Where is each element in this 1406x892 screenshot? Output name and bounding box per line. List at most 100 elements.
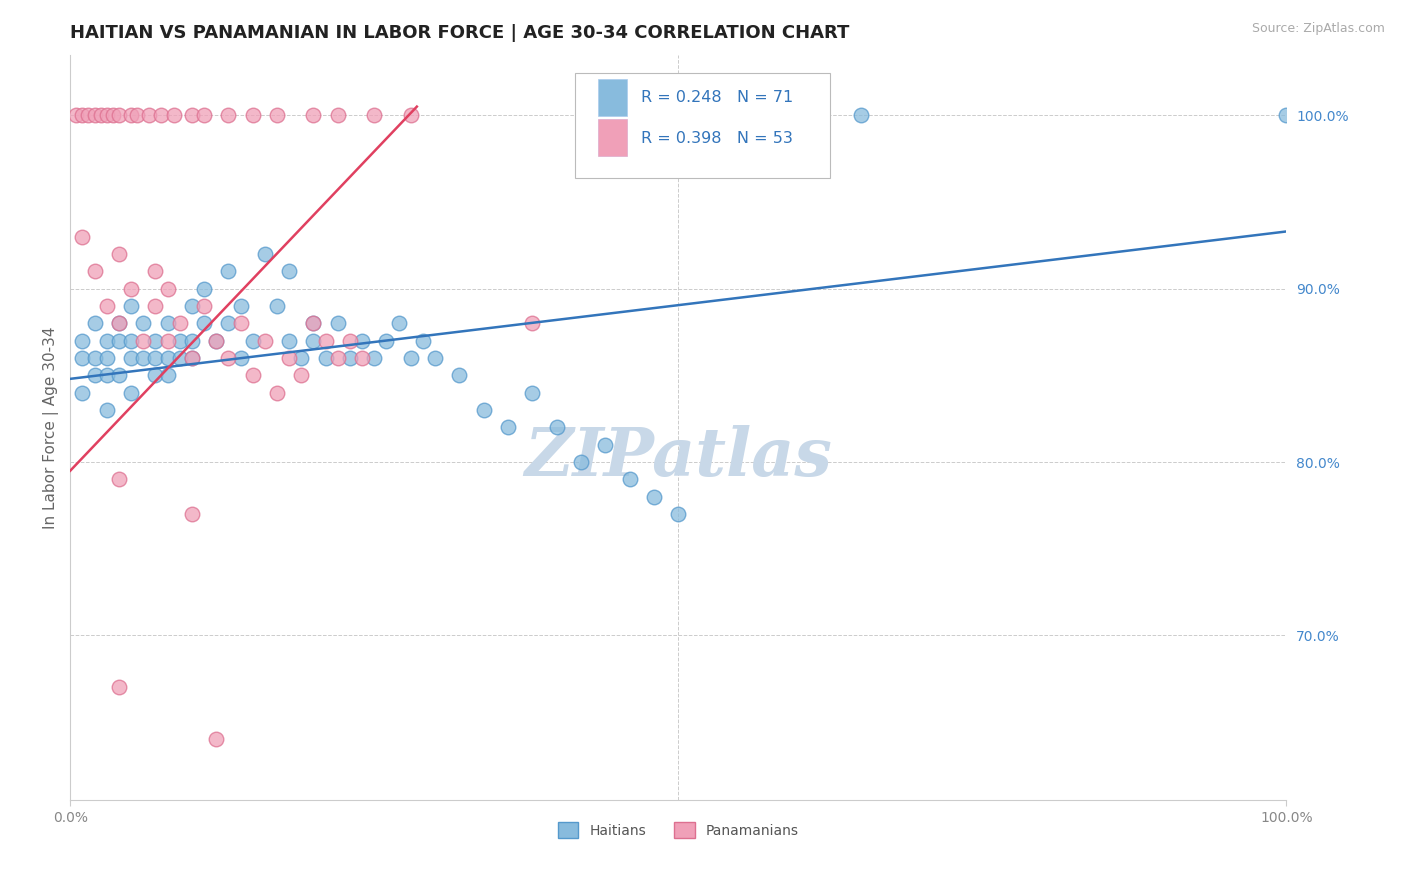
Point xyxy=(156,282,179,296)
Point xyxy=(108,108,131,122)
Point xyxy=(363,351,385,365)
Point xyxy=(849,108,872,122)
Point xyxy=(326,351,349,365)
Point xyxy=(120,108,142,122)
Point xyxy=(132,351,155,365)
Point xyxy=(205,732,228,747)
Point xyxy=(132,334,155,348)
Point xyxy=(180,351,202,365)
Point xyxy=(180,507,202,521)
Point xyxy=(96,351,118,365)
Point xyxy=(315,334,337,348)
Point xyxy=(339,334,361,348)
Point xyxy=(388,316,411,330)
Point xyxy=(120,334,142,348)
Point xyxy=(290,368,312,383)
Text: ZIPatlas: ZIPatlas xyxy=(524,425,832,490)
Point xyxy=(595,438,617,452)
Point xyxy=(83,351,105,365)
Point xyxy=(108,472,131,486)
Point xyxy=(156,368,179,383)
Point xyxy=(278,264,301,278)
Point xyxy=(180,299,202,313)
Point xyxy=(193,282,215,296)
Point xyxy=(205,334,228,348)
Point xyxy=(352,351,374,365)
Point xyxy=(205,334,228,348)
Point xyxy=(108,316,131,330)
Point xyxy=(666,507,689,521)
Point xyxy=(253,334,276,348)
Y-axis label: In Labor Force | Age 30-34: In Labor Force | Age 30-34 xyxy=(44,326,59,529)
Point xyxy=(180,334,202,348)
Point xyxy=(156,316,179,330)
Point xyxy=(96,403,118,417)
Point xyxy=(266,108,288,122)
Point xyxy=(449,368,471,383)
Point xyxy=(120,351,142,365)
FancyBboxPatch shape xyxy=(598,119,627,156)
Point xyxy=(72,385,94,400)
Point xyxy=(108,334,131,348)
FancyBboxPatch shape xyxy=(598,79,627,117)
Point xyxy=(180,351,202,365)
Point xyxy=(302,316,325,330)
Point xyxy=(339,351,361,365)
Point xyxy=(96,299,118,313)
Point xyxy=(399,351,422,365)
Point xyxy=(169,334,191,348)
Point xyxy=(229,299,252,313)
Text: Source: ZipAtlas.com: Source: ZipAtlas.com xyxy=(1251,22,1385,36)
Point xyxy=(145,334,167,348)
Point xyxy=(242,368,264,383)
Point xyxy=(217,316,239,330)
Point xyxy=(169,351,191,365)
Point xyxy=(150,108,173,122)
Point xyxy=(522,385,544,400)
Point xyxy=(90,108,112,122)
Point xyxy=(72,229,94,244)
Point xyxy=(65,108,87,122)
Point xyxy=(217,264,239,278)
Point xyxy=(108,247,131,261)
Point xyxy=(83,316,105,330)
Point xyxy=(180,108,202,122)
Point xyxy=(496,420,519,434)
Point xyxy=(169,316,191,330)
Point xyxy=(266,299,288,313)
Point xyxy=(242,334,264,348)
Point xyxy=(83,368,105,383)
Point xyxy=(83,264,105,278)
Point xyxy=(120,282,142,296)
Point xyxy=(193,108,215,122)
Text: R = 0.398   N = 53: R = 0.398 N = 53 xyxy=(641,130,793,145)
Point xyxy=(412,334,434,348)
Point xyxy=(72,334,94,348)
Point xyxy=(266,385,288,400)
Point xyxy=(242,108,264,122)
Point xyxy=(278,351,301,365)
Point xyxy=(1275,108,1298,122)
Point xyxy=(96,108,118,122)
Point xyxy=(302,316,325,330)
Point xyxy=(108,316,131,330)
Point xyxy=(619,472,641,486)
Point xyxy=(302,108,325,122)
Point xyxy=(522,316,544,330)
Point xyxy=(162,108,184,122)
FancyBboxPatch shape xyxy=(575,73,831,178)
Point xyxy=(145,351,167,365)
Point xyxy=(253,247,276,261)
Point xyxy=(132,316,155,330)
Point xyxy=(72,351,94,365)
Point xyxy=(96,368,118,383)
Point xyxy=(643,490,665,504)
Point xyxy=(83,108,105,122)
Point xyxy=(302,334,325,348)
Point xyxy=(145,368,167,383)
Point xyxy=(217,351,239,365)
Text: R = 0.248   N = 71: R = 0.248 N = 71 xyxy=(641,89,793,104)
Point xyxy=(569,455,592,469)
Point xyxy=(77,108,100,122)
Point xyxy=(278,334,301,348)
